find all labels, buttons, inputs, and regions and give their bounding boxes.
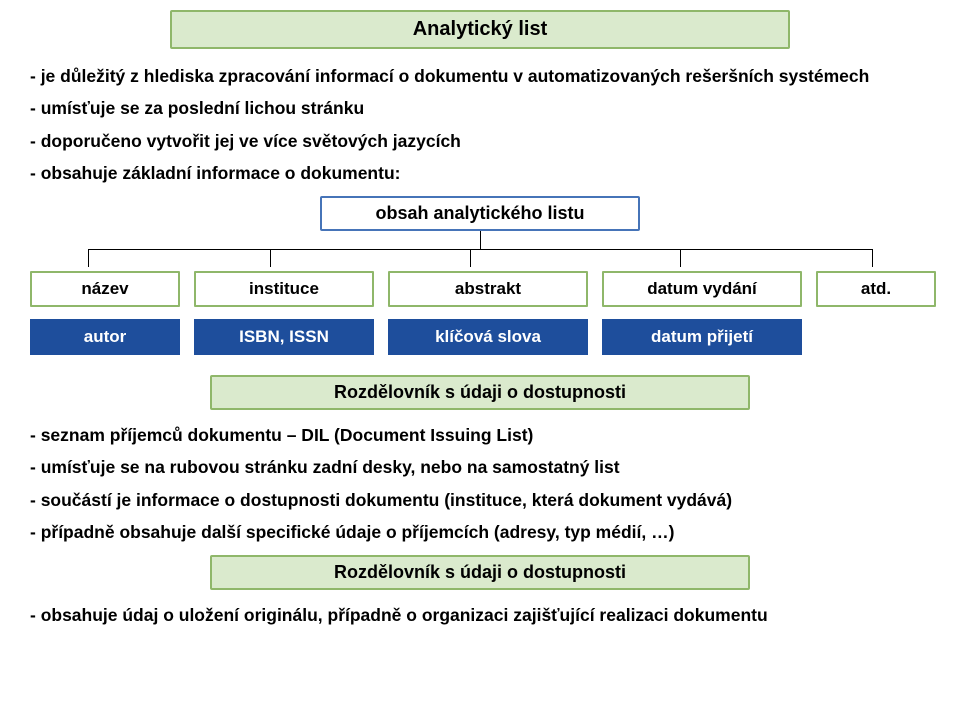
intro-block: - je důležitý z hlediska zpracování info… <box>30 63 930 186</box>
cell-datum-vydani: datum vydání <box>602 271 802 307</box>
separator-text-2: Rozdělovník s údaji o dostupnosti <box>334 562 626 582</box>
title-box: Analytický list <box>170 10 790 49</box>
tree-branch-3 <box>470 249 471 267</box>
tree-horizontal <box>88 249 872 250</box>
block3: - obsahuje údaj o uložení originálu, pří… <box>30 602 930 628</box>
intro-line-3: - doporučeno vytvořit jej ve více světov… <box>30 128 930 154</box>
cell-autor: autor <box>30 319 180 355</box>
block2: - seznam příjemců dokumentu – DIL (Docum… <box>30 422 930 545</box>
block3-line-1: - obsahuje údaj o uložení originálu, pří… <box>30 602 930 628</box>
cell-instituce: instituce <box>194 271 374 307</box>
cell-abstrakt: abstrakt <box>388 271 588 307</box>
tree-stem <box>480 229 481 249</box>
tree-branch-1 <box>88 249 89 267</box>
cell-nazev: název <box>30 271 180 307</box>
cell-datum-prijeti: datum přijetí <box>602 319 802 355</box>
cell-atd: atd. <box>816 271 936 307</box>
tree-branch-2 <box>270 249 271 267</box>
separator-box-2: Rozdělovník s údaji o dostupnosti <box>210 555 750 590</box>
tree-connectors <box>30 231 930 271</box>
tree-branch-5 <box>872 249 873 267</box>
block2-line-4: - případně obsahuje další specifické úda… <box>30 519 930 545</box>
intro-line-4: - obsahuje základní informace o dokument… <box>30 160 930 186</box>
tree-branch-4 <box>680 249 681 267</box>
subbox: obsah analytického listu <box>320 196 640 231</box>
block2-line-2: - umísťuje se na rubovou stránku zadní d… <box>30 454 930 480</box>
cell-klicova-slova: klíčová slova <box>388 319 588 355</box>
intro-line-1: - je důležitý z hlediska zpracování info… <box>30 63 930 89</box>
cell-empty <box>816 319 936 355</box>
intro-line-2: - umísťuje se za poslední lichou stránku <box>30 95 930 121</box>
title-text: Analytický list <box>413 18 548 40</box>
attribute-grid: název instituce abstrakt datum vydání at… <box>30 271 930 355</box>
cell-isbn-issn: ISBN, ISSN <box>194 319 374 355</box>
separator-box-1: Rozdělovník s údaji o dostupnosti <box>210 375 750 410</box>
block2-line-3: - součástí je informace o dostupnosti do… <box>30 487 930 513</box>
subbox-text: obsah analytického listu <box>375 203 584 223</box>
block2-line-1: - seznam příjemců dokumentu – DIL (Docum… <box>30 422 930 448</box>
separator-text-1: Rozdělovník s údaji o dostupnosti <box>334 382 626 402</box>
